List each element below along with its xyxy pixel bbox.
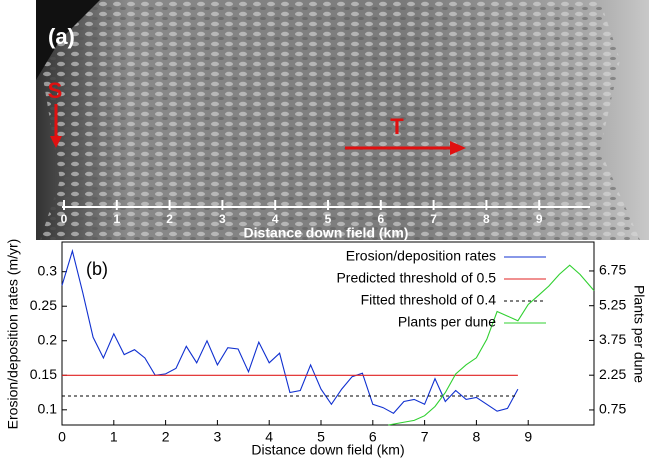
x-tick-label: 5 xyxy=(317,429,325,445)
scale-title: Distance down field (km) xyxy=(244,225,409,241)
panel-a: (a) S T Distance down field (km) xyxy=(36,0,649,241)
y-tick-label: 0.3 xyxy=(38,262,58,278)
scale-label: 3 xyxy=(219,212,226,226)
x-tick-label: 2 xyxy=(162,429,170,445)
y-tick-label: 0.1 xyxy=(38,401,58,417)
panel-label: (b) xyxy=(86,259,108,279)
scale-label: 0 xyxy=(61,212,68,226)
x-tick-label: 9 xyxy=(524,429,532,445)
scale-label: 6 xyxy=(377,212,384,226)
x-tick-label: 1 xyxy=(110,429,118,445)
x-tick-label: 6 xyxy=(369,429,377,445)
scale-label: 4 xyxy=(272,212,279,226)
scale-label: 8 xyxy=(483,212,490,226)
scale-label: 2 xyxy=(166,212,173,226)
y2-tick-label: 0.75 xyxy=(599,401,626,417)
legend-label: Plants per dune xyxy=(398,314,496,330)
dark-corner xyxy=(36,0,100,80)
y-axis-title: Erosion/deposition rates (m/yr) xyxy=(5,239,21,430)
x-axis-title: Distance down field (km) xyxy=(251,442,404,458)
series-line xyxy=(61,248,519,414)
x-tick-label: 7 xyxy=(421,429,429,445)
plot-frame xyxy=(61,241,595,426)
y2-tick-label: 6.75 xyxy=(599,262,626,278)
scale-label: 5 xyxy=(325,212,332,226)
scale-label: 1 xyxy=(113,212,120,226)
legend-label: Fitted threshold of 0.4 xyxy=(361,292,497,308)
x-tick-label: 8 xyxy=(473,429,481,445)
y-tick-label: 0.15 xyxy=(30,366,57,382)
direction-arrow-head xyxy=(450,141,466,155)
legend-label: Erosion/deposition rates xyxy=(346,248,496,264)
y2-tick-label: 2.25 xyxy=(599,366,626,382)
start-marker: S xyxy=(48,78,63,103)
dune-texture xyxy=(40,0,640,240)
x-tick-label: 4 xyxy=(265,429,273,445)
y2-tick-label: 3.75 xyxy=(599,331,626,347)
x-tick-label: 0 xyxy=(58,429,66,445)
x-tick-label: 3 xyxy=(214,429,222,445)
series-line xyxy=(388,264,595,426)
legend-label: Predicted threshold of 0.5 xyxy=(336,270,496,286)
direction-marker: T xyxy=(390,114,404,139)
panel-label: (a) xyxy=(48,24,75,49)
scale-label: 7 xyxy=(430,212,437,226)
y2-axis-title: Plants per dune xyxy=(631,285,647,383)
y-tick-label: 0.2 xyxy=(38,331,58,347)
start-arrow-head xyxy=(50,136,62,148)
scale-label: 9 xyxy=(536,212,543,226)
y-tick-label: 0.25 xyxy=(30,297,57,313)
y2-tick-label: 5.25 xyxy=(599,296,626,312)
